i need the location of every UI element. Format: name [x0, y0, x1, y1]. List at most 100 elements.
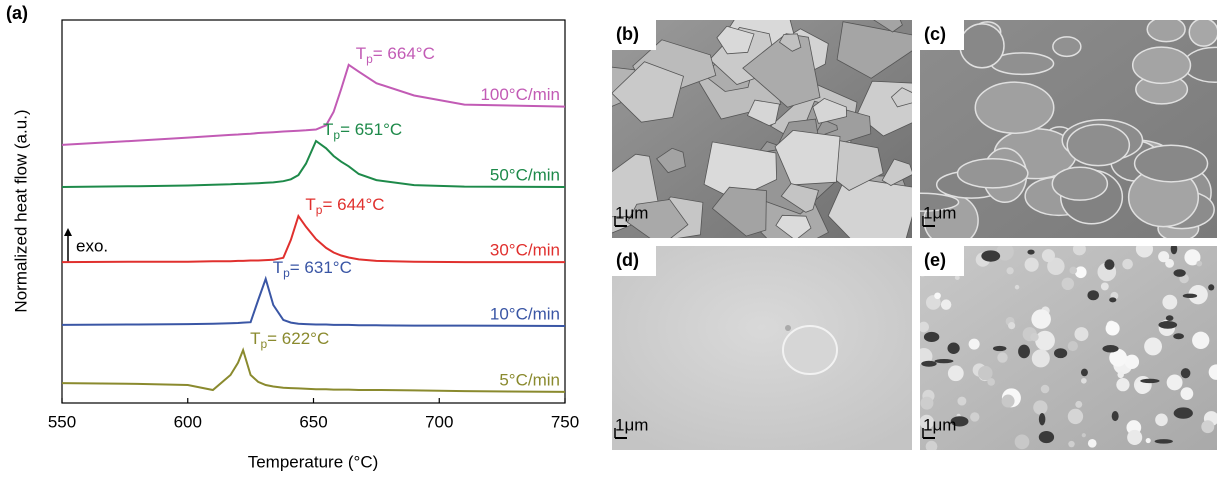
surface-blob	[1002, 395, 1015, 408]
y-axis-label: Normalized heat flow (a.u.)	[11, 109, 30, 312]
peak-label-symbol: T	[305, 196, 315, 215]
surface-blob	[1196, 261, 1202, 267]
pore	[1155, 439, 1173, 444]
grain	[1067, 124, 1129, 165]
series-label: 5°C/min	[499, 370, 560, 389]
surface-blob	[1155, 414, 1168, 427]
grain	[1133, 47, 1191, 83]
x-axis-label: Temperature (°C)	[248, 452, 379, 471]
pore	[1208, 284, 1214, 290]
surface-blob	[1180, 387, 1193, 400]
surface-blob	[969, 339, 980, 350]
peak-label: Tp= 664°C	[356, 44, 435, 66]
surface-blob	[934, 292, 941, 299]
pore	[1102, 345, 1118, 352]
surface-blob	[1068, 409, 1083, 424]
series-line	[62, 65, 565, 145]
sem-image: (b)1μm	[590, 0, 931, 256]
peak-label-symbol: T	[250, 330, 260, 349]
pore	[1171, 244, 1178, 255]
peak-label-text: = 651°C	[340, 121, 402, 140]
peak-label-symbol: T	[273, 258, 283, 277]
surface-blob	[1201, 420, 1214, 433]
surface-blob	[1068, 341, 1078, 351]
pore	[947, 343, 959, 354]
pore	[1039, 431, 1054, 443]
peak-label: Tp= 651°C	[323, 121, 402, 143]
image-texture	[783, 325, 837, 374]
pore	[934, 359, 953, 363]
pore	[981, 250, 1000, 261]
pore	[1173, 333, 1184, 339]
sem-images: (b)1μm(c)1μm(d)1μm(e)1μm	[590, 0, 1217, 452]
peak-label-text: = 664°C	[373, 44, 435, 63]
grain	[1147, 17, 1185, 42]
grain	[1053, 37, 1081, 56]
pore	[1158, 321, 1177, 329]
surface-blob	[997, 352, 1007, 362]
peak-label-text: = 644°C	[322, 196, 384, 215]
grain	[958, 159, 1028, 188]
surface-blob	[918, 322, 929, 333]
surface-blob	[1075, 401, 1082, 408]
surface-blob	[1158, 251, 1169, 262]
panel-label: (a)	[6, 3, 28, 23]
scale-bar-label: 1μm	[615, 203, 648, 222]
series-label: 100°C/min	[480, 85, 560, 104]
pore	[1112, 411, 1119, 421]
pore	[1039, 413, 1046, 425]
pore	[1109, 297, 1116, 302]
pore	[1174, 407, 1193, 418]
surface-blob	[1041, 385, 1050, 394]
surface-blob	[1117, 372, 1124, 379]
x-tick-label: 700	[425, 412, 453, 431]
surface-blob	[1101, 282, 1109, 290]
grain	[1052, 167, 1107, 200]
surface-blob	[1106, 321, 1120, 335]
panel-label: (e)	[924, 250, 946, 270]
pore	[1018, 345, 1030, 359]
surface-blob	[1144, 338, 1162, 356]
pore	[1087, 290, 1099, 300]
panel-label: (d)	[616, 250, 639, 270]
surface-blob	[948, 365, 964, 381]
surface-blob	[926, 441, 938, 453]
series-label: 10°C/min	[490, 305, 560, 324]
surface-blob	[1025, 258, 1039, 272]
series-label: 30°C/min	[490, 241, 560, 260]
surface-blob	[1116, 378, 1129, 391]
surface-blob	[1075, 266, 1087, 278]
image-background	[612, 246, 912, 450]
surface-blob	[1088, 439, 1097, 448]
peak-label: Tp= 644°C	[305, 196, 384, 218]
surface-blob	[1032, 349, 1050, 367]
series-label: 50°C/min	[490, 165, 560, 184]
surface-blob	[1192, 332, 1209, 349]
sem-image: (d)1μm	[612, 246, 912, 450]
sem-image: (e)1μm	[914, 240, 1217, 452]
x-tick-label: 750	[551, 412, 579, 431]
surface-blob	[1035, 331, 1055, 351]
surface-blob	[1073, 242, 1086, 255]
exo-arrow-head	[64, 228, 72, 236]
grain	[1135, 145, 1208, 182]
pore	[1173, 269, 1185, 277]
surface-blob	[957, 397, 966, 406]
grain	[1189, 19, 1217, 47]
surface-blob	[1008, 322, 1015, 329]
x-tick-label: 650	[299, 412, 327, 431]
surface-blob	[1136, 240, 1153, 257]
surface-blob	[1074, 327, 1088, 341]
surface-blob	[1069, 267, 1077, 275]
pore	[1054, 348, 1067, 358]
pore	[1166, 315, 1174, 321]
scale-bar-label: 1μm	[923, 203, 956, 222]
surface-blob	[1062, 278, 1074, 290]
exo-label: exo.	[76, 236, 108, 255]
peak-label-symbol: T	[323, 121, 333, 140]
particle	[783, 326, 837, 374]
pore	[1140, 379, 1159, 383]
peak-label: Tp= 622°C	[250, 330, 329, 352]
pore	[1181, 368, 1191, 378]
panel-label: (c)	[924, 24, 946, 44]
